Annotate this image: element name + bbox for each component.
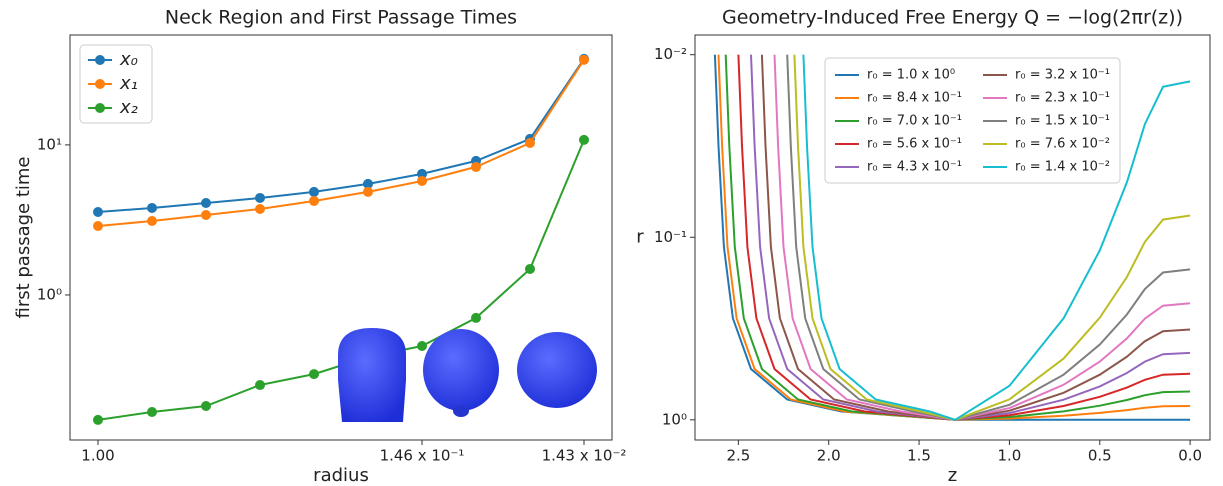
legend-label: x₀	[119, 49, 138, 70]
y-axis-label: r	[636, 227, 644, 248]
marker	[525, 263, 535, 274]
marker	[255, 203, 265, 214]
legend-label: r₀ = 1.4 x 10⁻²	[1015, 160, 1110, 175]
x-tick-label: 1.46 x 10⁻¹	[380, 447, 465, 465]
legend-label: x₁	[119, 73, 138, 94]
marker	[579, 54, 589, 65]
marker	[309, 195, 319, 206]
marker	[147, 216, 157, 227]
legend-label: r₀ = 3.2 x 10⁻¹	[1015, 68, 1110, 83]
plot-frame	[69, 34, 613, 441]
marker	[147, 406, 157, 417]
legend-label: r₀ = 4.3 x 10⁻¹	[867, 160, 962, 175]
chart: Geometry-Induced Free Energy Q = −log(2π…	[636, 7, 1211, 486]
legend-label: r₀ = 7.0 x 10⁻¹	[867, 114, 962, 129]
chart-title: Geometry-Induced Free Energy Q = −log(2π…	[722, 7, 1183, 29]
legend-marker	[95, 79, 105, 89]
y-axis-label: first passage time	[13, 156, 34, 318]
marker	[147, 202, 157, 213]
marker	[363, 178, 373, 189]
chart-title: Neck Region and First Passage Times	[165, 7, 517, 29]
series-line	[97, 59, 585, 227]
inset-shape	[453, 405, 469, 417]
x-tick-label: 1.00	[81, 447, 114, 465]
marker	[255, 192, 265, 203]
legend-box	[824, 57, 1121, 184]
marker	[309, 369, 319, 380]
legend-label: r₀ = 1.5 x 10⁻¹	[1015, 114, 1110, 129]
x-axis-label: z	[948, 465, 957, 486]
marker	[417, 340, 427, 351]
marker	[525, 137, 535, 148]
x-tick-label: 0.5	[1088, 447, 1112, 465]
legend-label: x₂	[119, 97, 138, 118]
chart: Neck Region and First Passage Times radiu…	[13, 7, 626, 486]
marker	[417, 168, 427, 179]
legend-label: r₀ = 5.6 x 10⁻¹	[867, 137, 962, 152]
inset-shape	[338, 328, 406, 422]
x-tick-label: 2.5	[726, 447, 750, 465]
inset-shape	[423, 329, 499, 411]
legend-label: r₀ = 7.6 x 10⁻²	[1015, 137, 1110, 152]
marker	[471, 161, 481, 172]
legend-label: r₀ = 1.0 x 10⁰	[867, 68, 955, 83]
x-tick-label: 1.43 x 10⁻²	[542, 447, 627, 465]
y-tick-label: 10⁰	[37, 285, 62, 303]
marker	[201, 400, 211, 411]
series-line	[97, 58, 585, 213]
series-line	[802, 54, 1191, 421]
marker	[309, 186, 319, 197]
x-tick-label: 1.5	[907, 447, 931, 465]
marker	[255, 380, 265, 391]
x-tick-label: 2.0	[817, 447, 841, 465]
legend-label: r₀ = 2.3 x 10⁻¹	[1015, 91, 1110, 106]
marker	[417, 175, 427, 186]
y-tick-label: 10⁻²	[654, 45, 687, 63]
legend-label: r₀ = 8.4 x 10⁻¹	[867, 91, 962, 106]
inset-shapes	[338, 328, 597, 422]
y-tick-label: 10¹	[37, 135, 62, 153]
marker	[93, 414, 103, 425]
x-tick-label: 0.0	[1178, 447, 1202, 465]
x-axis-label: radius	[313, 465, 369, 486]
marker	[363, 186, 373, 197]
marker	[201, 210, 211, 221]
marker	[201, 198, 211, 209]
marker	[579, 134, 589, 145]
inset-shape	[517, 332, 597, 408]
legend-marker	[95, 103, 105, 113]
marker	[93, 207, 103, 218]
legend-marker	[95, 55, 105, 65]
y-tick-label: 10⁻¹	[654, 228, 687, 246]
marker	[471, 312, 481, 323]
x-tick-label: 1.0	[997, 447, 1021, 465]
y-tick-label: 10⁰	[662, 410, 687, 428]
marker	[93, 221, 103, 232]
